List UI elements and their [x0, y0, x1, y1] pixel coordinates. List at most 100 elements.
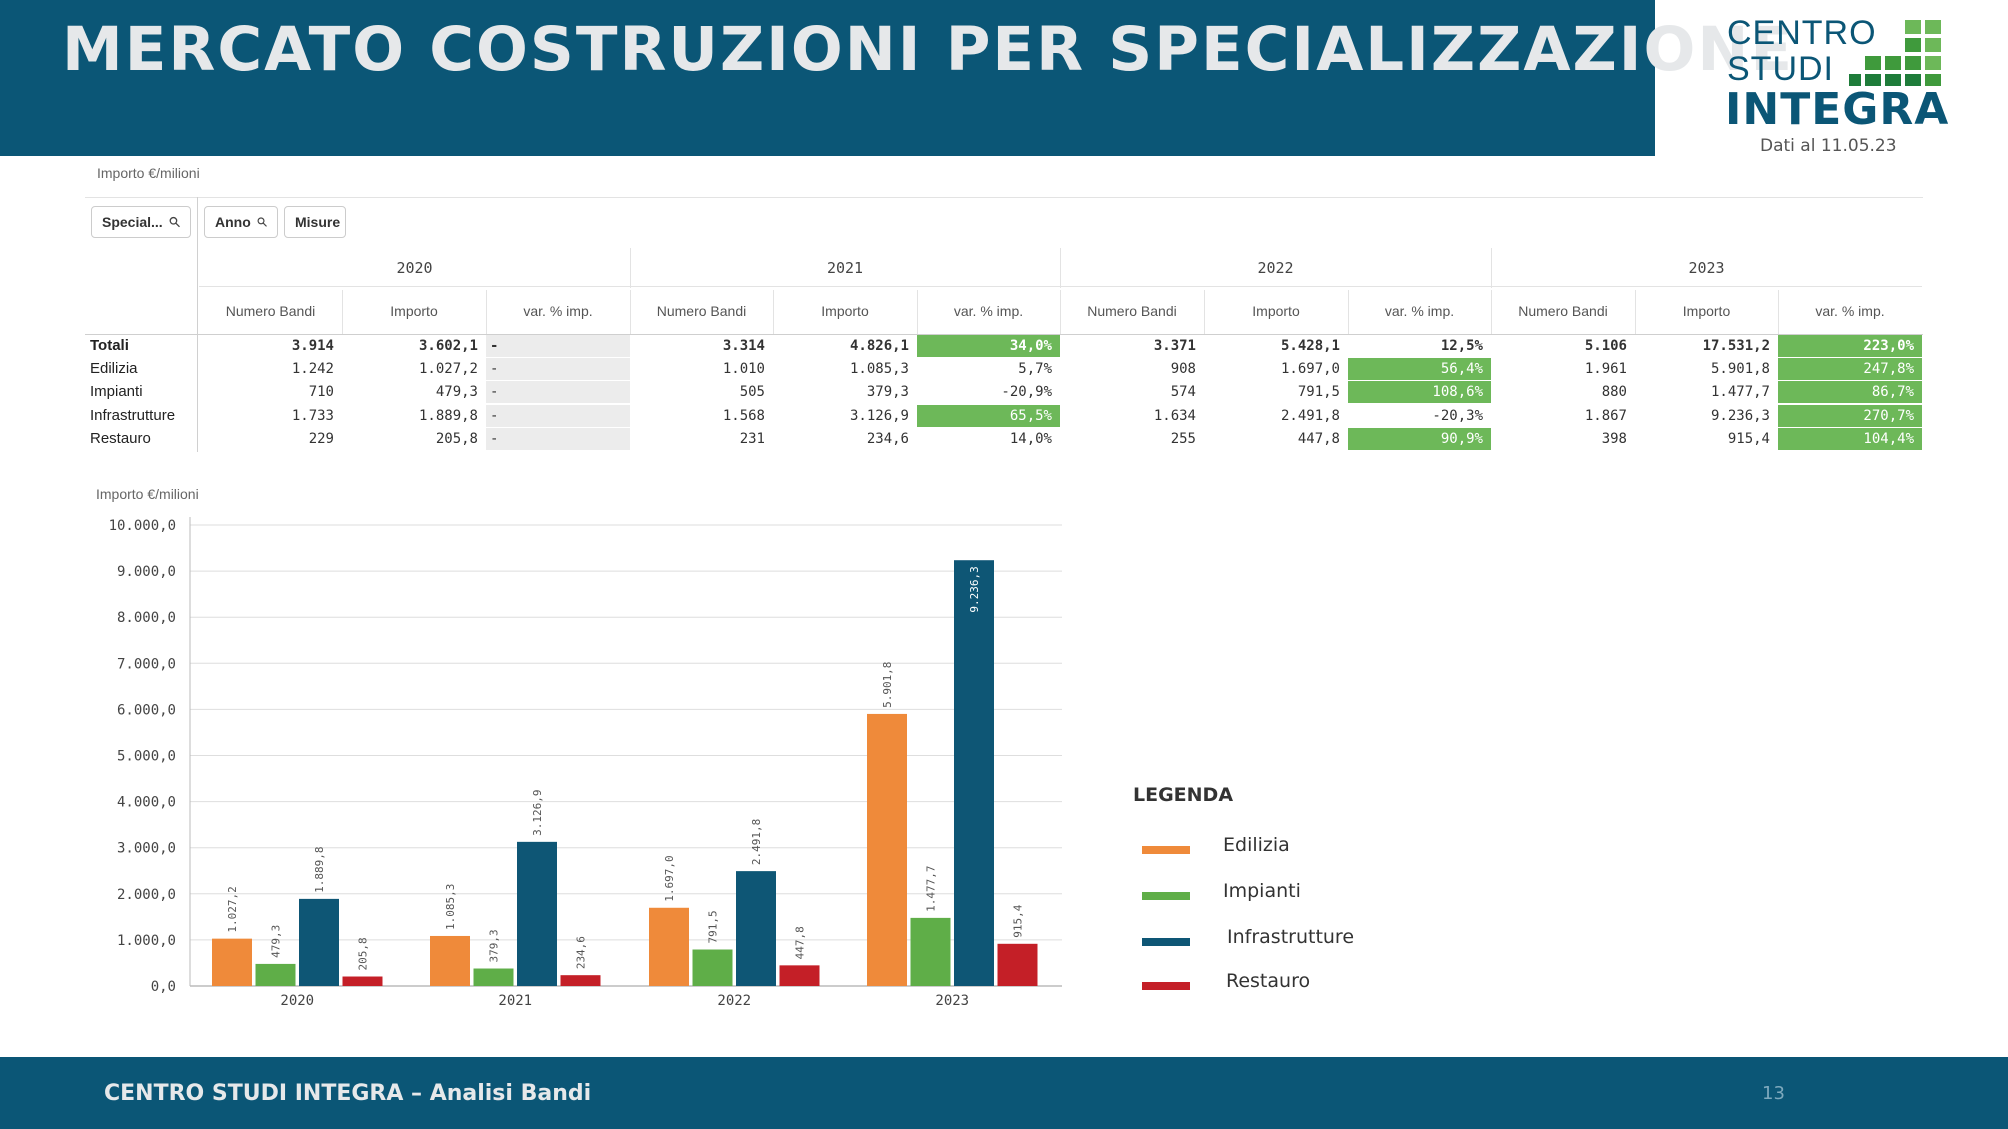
- x-tick-label: 2023: [935, 993, 969, 1009]
- logo-line-2: STUDI: [1727, 50, 1834, 88]
- x-tick-label: 2021: [498, 993, 532, 1009]
- cell-numero-bandi: 880: [1601, 384, 1627, 400]
- cell-numero-bandi: 255: [1170, 431, 1196, 447]
- data-label: 2.491,8: [750, 819, 763, 865]
- row-label: Totali: [90, 337, 129, 354]
- cell-numero-bandi: 231: [739, 431, 765, 447]
- bar: [517, 841, 557, 986]
- year-header: 2022: [1257, 259, 1294, 277]
- bar: [867, 713, 907, 986]
- table-unit-label: Importo €/milioni: [97, 165, 200, 181]
- legend-label: Edilizia: [1223, 834, 1290, 856]
- data-date: Dati al 11.05.23: [1760, 136, 1897, 156]
- cell-var-imp: 12,5%: [1440, 338, 1483, 354]
- cell-var-imp: -: [486, 428, 630, 450]
- cell-importo: 479,3: [435, 384, 478, 400]
- bar: [779, 965, 820, 986]
- column-header: Importo: [821, 303, 869, 319]
- year-header: 2021: [826, 259, 864, 277]
- cell-numero-bandi: 1.634: [1153, 408, 1196, 424]
- y-tick-label: 0,0: [151, 979, 176, 995]
- cell-var-imp: 34,0%: [917, 335, 1060, 357]
- bar: [299, 898, 339, 986]
- cell-importo: 205,8: [435, 431, 478, 447]
- column-divider: [486, 290, 487, 334]
- filter-misure-button[interactable]: Misure: [284, 206, 346, 238]
- column-header: Numero Bandi: [1518, 303, 1608, 319]
- data-label: 205,8: [357, 937, 370, 970]
- cell-numero-bandi: 229: [308, 431, 334, 447]
- data-label: 3.126,9: [531, 789, 544, 835]
- legend-swatch: [1142, 982, 1190, 990]
- cell-importo: 3.602,1: [418, 338, 478, 354]
- x-tick-label: 2020: [280, 993, 314, 1009]
- cell-numero-bandi: 1.568: [722, 408, 765, 424]
- data-label: 5.901,8: [881, 662, 894, 708]
- data-label: 1.477,7: [925, 866, 938, 912]
- search-icon: [257, 217, 267, 227]
- cell-numero-bandi: 908: [1170, 361, 1196, 377]
- cell-numero-bandi: 1.867: [1584, 408, 1627, 424]
- y-tick-label: 6.000,0: [117, 702, 176, 718]
- cell-importo: 1.027,2: [418, 361, 478, 377]
- cell-importo: 915,4: [1727, 431, 1770, 447]
- cell-var-imp: 90,9%: [1348, 428, 1491, 450]
- data-label: 379,3: [488, 929, 501, 962]
- y-tick-label: 9.000,0: [117, 564, 176, 580]
- data-label: 1.889,8: [313, 847, 326, 893]
- cell-importo: 2.491,8: [1280, 408, 1340, 424]
- y-tick-label: 1.000,0: [117, 933, 176, 949]
- bar: [255, 963, 296, 986]
- data-label: 1.085,3: [444, 884, 457, 930]
- title-bar: MERCATO COSTRUZIONI PER SPECIALIZZAZIONE: [0, 0, 1792, 156]
- cell-numero-bandi: 1.242: [291, 361, 334, 377]
- filter-label: Special...: [102, 214, 163, 230]
- row-label: Restauro: [90, 430, 151, 447]
- cell-numero-bandi: 1.733: [291, 408, 334, 424]
- column-header-border: [85, 334, 1923, 335]
- year-divider: [1491, 248, 1492, 288]
- filter-anno-button[interactable]: Anno: [204, 206, 278, 238]
- cell-var-imp: 5,7%: [1018, 361, 1052, 377]
- bar: [736, 871, 776, 986]
- cell-numero-bandi: 3.371: [1153, 338, 1196, 354]
- cell-var-imp: -: [486, 335, 630, 357]
- cell-numero-bandi: 3.914: [291, 338, 334, 354]
- column-divider: [1635, 290, 1636, 334]
- cell-importo: 791,5: [1297, 384, 1340, 400]
- cell-var-imp: 65,5%: [917, 405, 1060, 427]
- logo-blocks-icon: [1849, 20, 1941, 86]
- logo: CENTRO STUDI INTEGRA: [1725, 14, 1955, 164]
- bar: [212, 938, 252, 986]
- cell-var-imp: 104,4%: [1778, 428, 1922, 450]
- legend-swatch: [1142, 846, 1190, 854]
- y-tick-label: 5.000,0: [117, 749, 176, 765]
- column-header: var. % imp.: [523, 303, 593, 319]
- legend-swatch: [1142, 892, 1190, 900]
- cell-numero-bandi: 505: [739, 384, 765, 400]
- y-tick-label: 3.000,0: [117, 841, 176, 857]
- filter-specializzazione-button[interactable]: Special...: [91, 206, 191, 238]
- column-header: Numero Bandi: [656, 303, 747, 319]
- bar: [692, 949, 733, 986]
- cell-var-imp: 86,7%: [1778, 381, 1922, 403]
- cell-numero-bandi: 3.314: [722, 338, 765, 354]
- filter-label: Misure: [295, 214, 341, 230]
- column-header: var. % imp.: [953, 303, 1024, 319]
- data-label: 447,8: [794, 926, 807, 959]
- year-divider: [630, 248, 631, 288]
- data-label: 915,4: [1012, 904, 1025, 937]
- legend-label: Restauro: [1226, 970, 1311, 992]
- cell-var-imp: 108,6%: [1348, 381, 1491, 403]
- cell-importo: 447,8: [1297, 431, 1340, 447]
- column-header: Numero Bandi: [225, 303, 316, 319]
- page-title: MERCATO COSTRUZIONI PER SPECIALIZZAZIONE: [62, 14, 1795, 85]
- year-header: 2020: [396, 259, 433, 277]
- row-label: Edilizia: [90, 360, 138, 377]
- cell-var-imp: 56,4%: [1348, 358, 1491, 380]
- cell-numero-bandi: 1.010: [722, 361, 765, 377]
- row-header-divider: [197, 197, 198, 452]
- cell-importo: 379,3: [866, 384, 909, 400]
- cell-importo: 5.428,1: [1280, 338, 1340, 354]
- y-tick-label: 2.000,0: [117, 887, 176, 903]
